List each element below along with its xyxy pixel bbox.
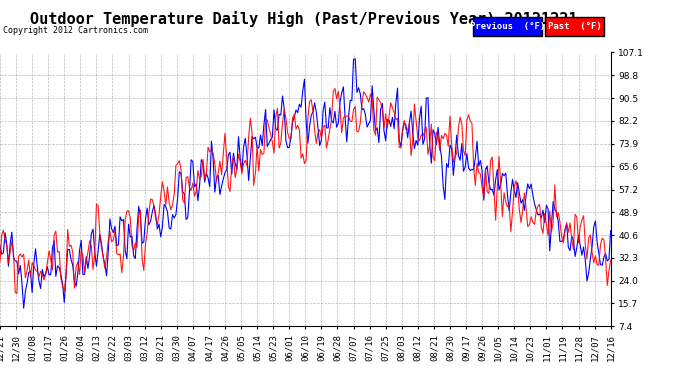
Text: Copyright 2012 Cartronics.com: Copyright 2012 Cartronics.com: [3, 26, 148, 35]
Text: Outdoor Temperature Daily High (Past/Previous Year) 20121221: Outdoor Temperature Daily High (Past/Pre…: [30, 11, 578, 27]
Text: Previous  (°F): Previous (°F): [469, 22, 545, 31]
Text: Past  (°F): Past (°F): [548, 22, 601, 31]
